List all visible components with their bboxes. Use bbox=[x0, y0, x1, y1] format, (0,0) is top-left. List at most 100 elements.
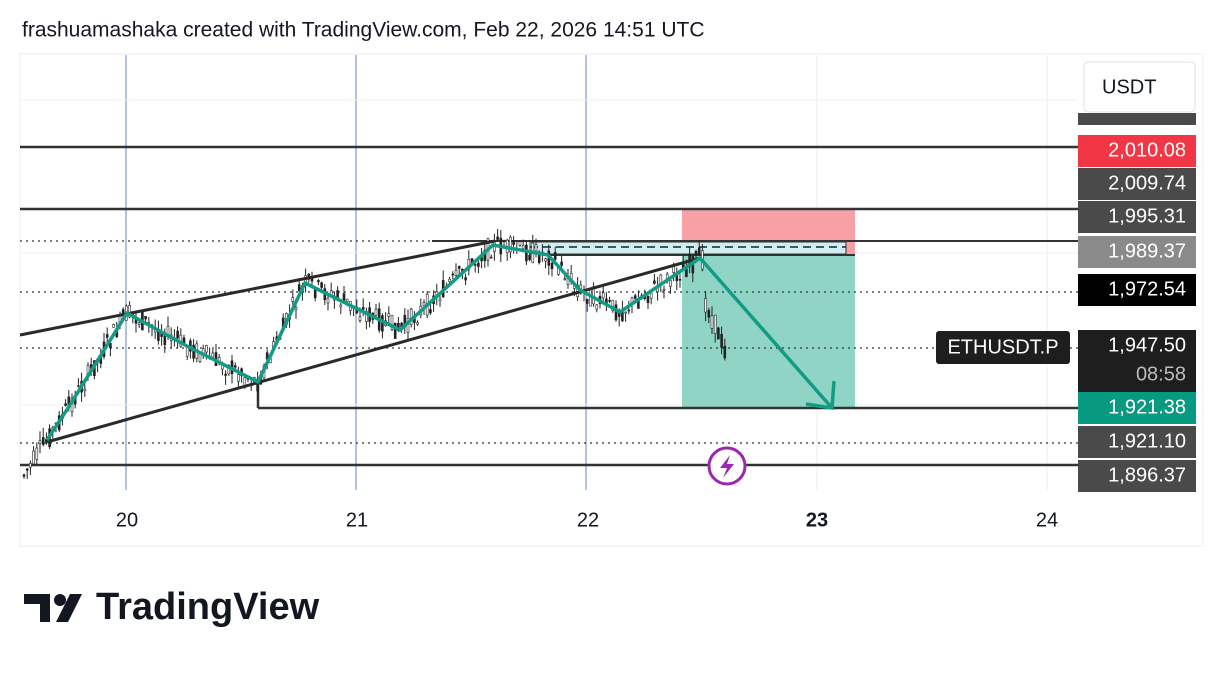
candle-body bbox=[176, 330, 179, 339]
candle-body bbox=[144, 316, 147, 320]
header-title: frashuamashaka created with TradingView.… bbox=[22, 19, 705, 42]
time-label: 21 bbox=[346, 509, 368, 531]
candle-body bbox=[390, 314, 394, 330]
currency-box[interactable] bbox=[1083, 61, 1196, 113]
candle-body bbox=[496, 236, 499, 240]
candle-body bbox=[646, 295, 650, 304]
price-label-box bbox=[1078, 236, 1196, 268]
candle-body bbox=[38, 440, 42, 444]
price-label-box bbox=[1078, 330, 1196, 392]
candle-body bbox=[224, 373, 227, 376]
candle-body bbox=[521, 245, 525, 249]
candle-body bbox=[448, 278, 451, 282]
price-label: 1,921.10 bbox=[1108, 430, 1186, 452]
candle-body bbox=[25, 468, 29, 471]
candle-body bbox=[29, 462, 32, 468]
candle-body bbox=[717, 327, 720, 340]
price-label: 1,972.54 bbox=[1108, 278, 1186, 300]
price-labels: 2,010.08 2,009.74 1,995.31 1,989.37 1,972.54… bbox=[1078, 135, 1196, 492]
candle-body bbox=[585, 298, 589, 304]
candle-body bbox=[77, 385, 80, 387]
candle-body bbox=[361, 307, 365, 310]
price-label: 2,010.08 bbox=[1108, 139, 1186, 161]
candle-body bbox=[662, 289, 666, 291]
candle-body bbox=[509, 236, 512, 253]
price-label-cut bbox=[1078, 113, 1196, 125]
candle-body bbox=[489, 256, 493, 259]
candle-body bbox=[595, 304, 599, 310]
candle-body bbox=[550, 262, 554, 270]
candle-body bbox=[633, 295, 637, 299]
countdown: 08:58 bbox=[1136, 363, 1186, 385]
candle-body bbox=[422, 302, 426, 306]
candle-body bbox=[237, 374, 240, 382]
candle-body bbox=[35, 447, 39, 460]
candle-body bbox=[163, 334, 167, 345]
candle-body bbox=[112, 324, 115, 328]
candle-body bbox=[694, 250, 698, 255]
candle-body bbox=[137, 322, 141, 325]
candle-body bbox=[243, 377, 247, 386]
candle-body bbox=[659, 274, 663, 284]
candle-body bbox=[291, 297, 295, 302]
target-zone bbox=[682, 255, 855, 408]
candle-body bbox=[339, 304, 343, 308]
candle-body bbox=[678, 278, 682, 281]
candle-body bbox=[128, 305, 131, 318]
price-label: 1,995.31 bbox=[1108, 205, 1186, 227]
candle-body bbox=[387, 313, 391, 317]
candle-body bbox=[451, 273, 455, 276]
price-label-box bbox=[1078, 274, 1196, 306]
candle-body bbox=[457, 266, 461, 269]
candle-body bbox=[294, 307, 298, 310]
candle-body bbox=[477, 262, 480, 267]
candle-body bbox=[297, 284, 301, 292]
candle-body bbox=[473, 263, 477, 266]
candle-body bbox=[438, 298, 442, 302]
candle-body bbox=[105, 334, 109, 338]
price-label: 1,896.37 bbox=[1108, 464, 1186, 486]
candle-body bbox=[518, 241, 522, 246]
candle-body bbox=[320, 282, 323, 288]
candle-body bbox=[317, 280, 320, 283]
candle-body bbox=[454, 269, 458, 276]
time-label: 23 bbox=[806, 509, 828, 531]
price-label: 1,921.38 bbox=[1108, 396, 1186, 418]
candle-body bbox=[534, 244, 538, 252]
candle-body bbox=[512, 240, 515, 245]
price-label-box bbox=[1078, 392, 1196, 424]
candle-body bbox=[704, 298, 707, 313]
candle-body bbox=[198, 353, 202, 362]
brand-logo bbox=[24, 594, 82, 622]
price-label-box bbox=[1078, 426, 1196, 458]
dotted-levels bbox=[20, 240, 1078, 444]
candle-body bbox=[601, 292, 605, 299]
candle-body bbox=[624, 311, 627, 314]
candle-body bbox=[166, 325, 170, 335]
candle-body bbox=[614, 304, 618, 321]
zigzag bbox=[45, 243, 834, 441]
candle-body bbox=[211, 352, 215, 358]
candle-body bbox=[720, 333, 723, 348]
lightning-icon bbox=[707, 446, 747, 486]
candle-body bbox=[41, 437, 45, 445]
price-label-box bbox=[1078, 168, 1196, 200]
candle-body bbox=[22, 474, 26, 477]
candle-body bbox=[205, 345, 208, 353]
candle-body bbox=[713, 314, 717, 334]
time-label: 24 bbox=[1036, 509, 1058, 531]
candle-body bbox=[233, 365, 237, 368]
time-labels: 20 21 22 23 24 bbox=[116, 509, 1058, 531]
price-label-box bbox=[1078, 460, 1196, 492]
candle-body bbox=[345, 298, 349, 302]
candle-body bbox=[653, 280, 656, 284]
time-label: 22 bbox=[577, 509, 599, 531]
price-label-box bbox=[1078, 135, 1196, 167]
candle-body bbox=[697, 247, 701, 256]
candle-body bbox=[627, 309, 631, 312]
candle-body bbox=[710, 315, 714, 329]
candle-body bbox=[649, 292, 653, 299]
brand: TradingView bbox=[96, 586, 320, 628]
currency: USDT bbox=[1102, 76, 1156, 98]
